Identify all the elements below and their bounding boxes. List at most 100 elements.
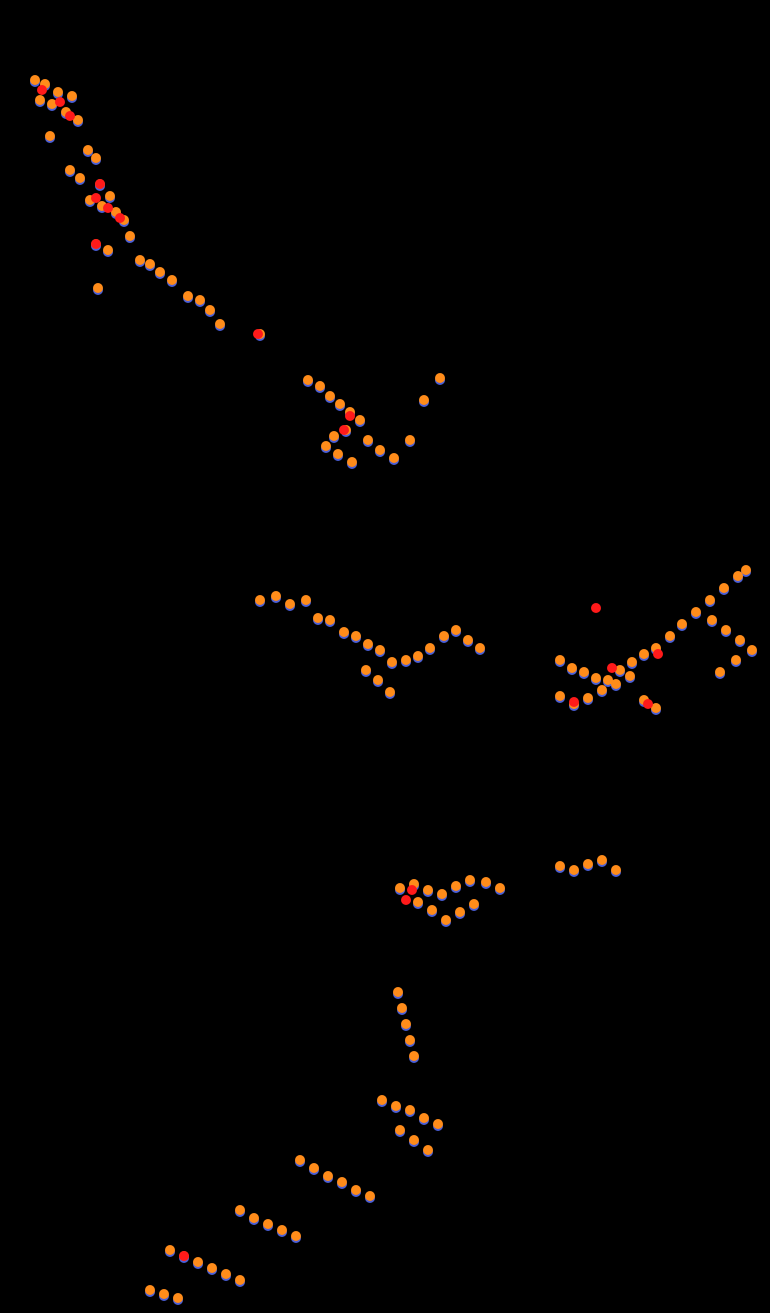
scatter-point xyxy=(395,1125,405,1135)
scatter-point xyxy=(277,1225,287,1235)
scatter-point xyxy=(393,987,403,997)
scatter-point xyxy=(315,381,325,391)
scatter-point xyxy=(597,855,607,865)
scatter-point xyxy=(583,693,593,703)
scatter-point xyxy=(377,1095,387,1105)
scatter-point xyxy=(325,615,335,625)
scatter-point xyxy=(465,875,475,885)
scatter-point xyxy=(735,635,745,645)
scatter-point xyxy=(363,639,373,649)
scatter-point xyxy=(215,319,225,329)
scatter-point xyxy=(707,615,717,625)
scatter-point xyxy=(583,859,593,869)
scatter-point xyxy=(405,1105,415,1115)
scatter-point xyxy=(705,595,715,605)
scatter-point xyxy=(451,625,461,635)
scatter-point xyxy=(91,153,101,163)
scatter-point xyxy=(339,627,349,637)
scatter-point xyxy=(105,191,115,201)
scatter-point xyxy=(365,1191,375,1201)
scatter-point xyxy=(419,395,429,405)
scatter-point xyxy=(253,329,263,339)
scatter-point xyxy=(611,679,621,689)
scatter-point xyxy=(451,881,461,891)
scatter-point xyxy=(333,449,343,459)
scatter-point xyxy=(721,625,731,635)
scatter-point xyxy=(91,239,101,249)
scatter-point xyxy=(731,655,741,665)
scatter-point xyxy=(427,905,437,915)
scatter-point xyxy=(263,1219,273,1229)
scatter-point xyxy=(405,1035,415,1045)
scatter-point xyxy=(385,687,395,697)
scatter-point xyxy=(387,657,397,667)
scatter-point xyxy=(475,643,485,653)
scatter-point xyxy=(351,1185,361,1195)
scatter-point xyxy=(95,179,105,189)
scatter-point xyxy=(401,895,411,905)
scatter-point xyxy=(165,1245,175,1255)
scatter-point xyxy=(425,643,435,653)
scatter-point xyxy=(653,649,663,659)
scatter-point xyxy=(401,1019,411,1029)
scatter-point xyxy=(611,865,621,875)
scatter-point xyxy=(173,1293,183,1303)
scatter-point xyxy=(413,897,423,907)
scatter-point xyxy=(469,899,479,909)
scatter-point xyxy=(569,697,579,707)
scatter-point xyxy=(639,649,649,659)
scatter-point xyxy=(643,699,653,709)
scatter-point xyxy=(435,373,445,383)
scatter-point xyxy=(409,1051,419,1061)
scatter-point xyxy=(303,375,313,385)
scatter-point xyxy=(93,283,103,293)
scatter-point xyxy=(481,877,491,887)
scatter-point xyxy=(45,131,55,141)
scatter-point xyxy=(193,1257,203,1267)
scatter-point xyxy=(389,453,399,463)
scatter-point xyxy=(313,613,323,623)
scatter-point xyxy=(337,1177,347,1187)
scatter-point xyxy=(363,435,373,445)
scatter-point xyxy=(37,85,47,95)
scatter-point xyxy=(715,667,725,677)
scatter-point xyxy=(285,599,295,609)
scatter-point xyxy=(439,631,449,641)
scatter-point xyxy=(627,657,637,667)
scatter-point xyxy=(30,75,40,85)
scatter-point xyxy=(115,213,125,223)
scatter-point xyxy=(335,399,345,409)
scatter-point xyxy=(159,1289,169,1299)
scatter-point xyxy=(103,245,113,255)
scatter-point xyxy=(65,165,75,175)
scatter-point xyxy=(555,655,565,665)
scatter-point xyxy=(53,87,63,97)
scatter-point xyxy=(579,667,589,677)
scatter-point xyxy=(441,915,451,925)
scatter-point xyxy=(433,1119,443,1129)
scatter-point xyxy=(329,431,339,441)
scatter-point xyxy=(373,675,383,685)
scatter-point xyxy=(597,685,607,695)
scatter-point xyxy=(183,291,193,301)
scatter-point xyxy=(437,889,447,899)
scatter-point xyxy=(397,1003,407,1013)
scatter-point xyxy=(135,255,145,265)
scatter-point xyxy=(323,1171,333,1181)
scatter-point xyxy=(355,415,365,425)
scatter-point xyxy=(413,651,423,661)
scatter-point xyxy=(423,885,433,895)
scatter-point xyxy=(625,671,635,681)
scatter-point xyxy=(235,1275,245,1285)
scatter-point xyxy=(195,295,205,305)
scatter-point xyxy=(103,203,113,213)
scatter-point xyxy=(351,631,361,641)
scatter-point xyxy=(145,1285,155,1295)
scatter-point xyxy=(339,425,349,435)
scatter-point xyxy=(423,1145,433,1155)
scatter-point xyxy=(295,1155,305,1165)
scatter-point xyxy=(677,619,687,629)
scatter-point xyxy=(309,1163,319,1173)
scatter-point xyxy=(407,885,417,895)
scatter-point xyxy=(271,591,281,601)
